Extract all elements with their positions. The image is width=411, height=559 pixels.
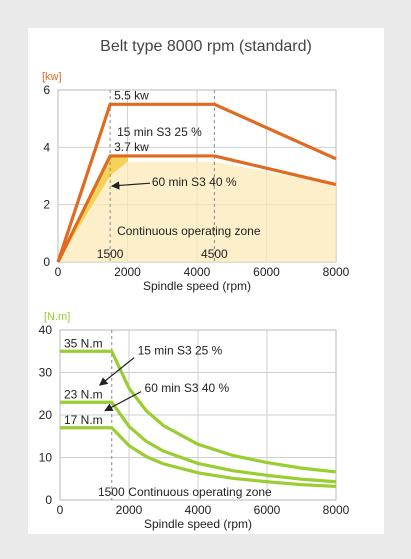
chart1-overload-zone-fill [58, 155, 128, 262]
chart1-annotation-60-min-s3-40-: 60 min S3 40 % [152, 175, 237, 189]
chart2-y-tick-label: 30 [39, 366, 53, 380]
chart-title: Belt type 8000 rpm (standard) [100, 38, 312, 55]
chart1-y-tick-label: 0 [43, 255, 50, 269]
chart1-y-tick-label: 6 [43, 83, 50, 97]
chart1-continuous-zone-fill [58, 161, 336, 262]
chart1-y-tick-label: 2 [43, 198, 50, 212]
chart2-leader-arrow-15min [99, 357, 135, 386]
chart2-series-line-3 [60, 426, 337, 488]
chart1-annotation-1500: 1500 [97, 247, 124, 261]
chart2-leader-arrow-60min [104, 391, 142, 412]
chart1-y-tick-label: 4 [43, 140, 50, 154]
chart2-annotation-60-min-s3-40-: 60 min S3 40 % [145, 381, 230, 395]
chart1-series-line-1 [56, 102, 337, 263]
chart2-x-tick-label: 8000 [323, 503, 350, 517]
chart2-annotation-23-n-m: 23 N.m [64, 387, 103, 401]
chart2-series-line-2 [60, 400, 337, 484]
chart1-annotation-3-7-kw: 3.7 kw [114, 140, 149, 154]
chart1-series-line-2 [56, 154, 337, 263]
chart1-y-axis-label: [kw] [42, 71, 62, 83]
chart2-annotation-17-n-m: 17 N.m [64, 413, 103, 427]
chart2-x-tick-label: 4000 [185, 503, 212, 517]
chart2-x-tick-label: 2000 [116, 503, 143, 517]
chart2-y-tick-label: 40 [39, 323, 53, 337]
chart2-x-tick-label: 0 [57, 503, 64, 517]
chart1-annotation-5-5-kw: 5.5 kw [114, 88, 149, 102]
chart1-annotation-15-min-s3-25-: 15 min S3 25 % [117, 125, 202, 139]
chart-card: Belt type 8000 rpm (standard) 0 2000 4000 6… [28, 28, 384, 534]
chart1-annotation-continuous-operating-zone: Continuous operating zone [117, 224, 261, 238]
chart1-x-tick-label: 2000 [114, 265, 141, 279]
chart1-x-axis-label: Spindle speed (rpm) [143, 279, 251, 293]
chart1-annotation-4500: 4500 [201, 247, 228, 261]
chart2-series-line-1 [60, 349, 337, 474]
chart2-annotation-15-min-s3-25-: 15 min S3 25 % [138, 344, 223, 358]
chart2-x-axis-label: Spindle speed (rpm) [144, 517, 252, 531]
chart2-y-axis-label: [N.m] [44, 311, 70, 323]
chart2-annotation-continuous-operating-zone: Continuous operating zone [128, 485, 272, 499]
chart1-x-tick-label: 6000 [253, 265, 280, 279]
chart2-y-tick-label: 10 [39, 451, 53, 465]
chart2-y-tick-label: 0 [45, 493, 52, 507]
chart1-x-tick-label: 0 [55, 265, 62, 279]
chart2-x-tick-label: 6000 [254, 503, 281, 517]
chart1-x-tick-label: 8000 [323, 265, 350, 279]
chart1-leader-arrow-60min [111, 181, 151, 190]
chart2-annotation-1500: 1500 [98, 485, 125, 499]
chart2-annotation-35-n-m: 35 N.m [64, 336, 103, 350]
chart1-x-tick-label: 4000 [184, 265, 211, 279]
chart2-y-tick-label: 20 [39, 408, 53, 422]
